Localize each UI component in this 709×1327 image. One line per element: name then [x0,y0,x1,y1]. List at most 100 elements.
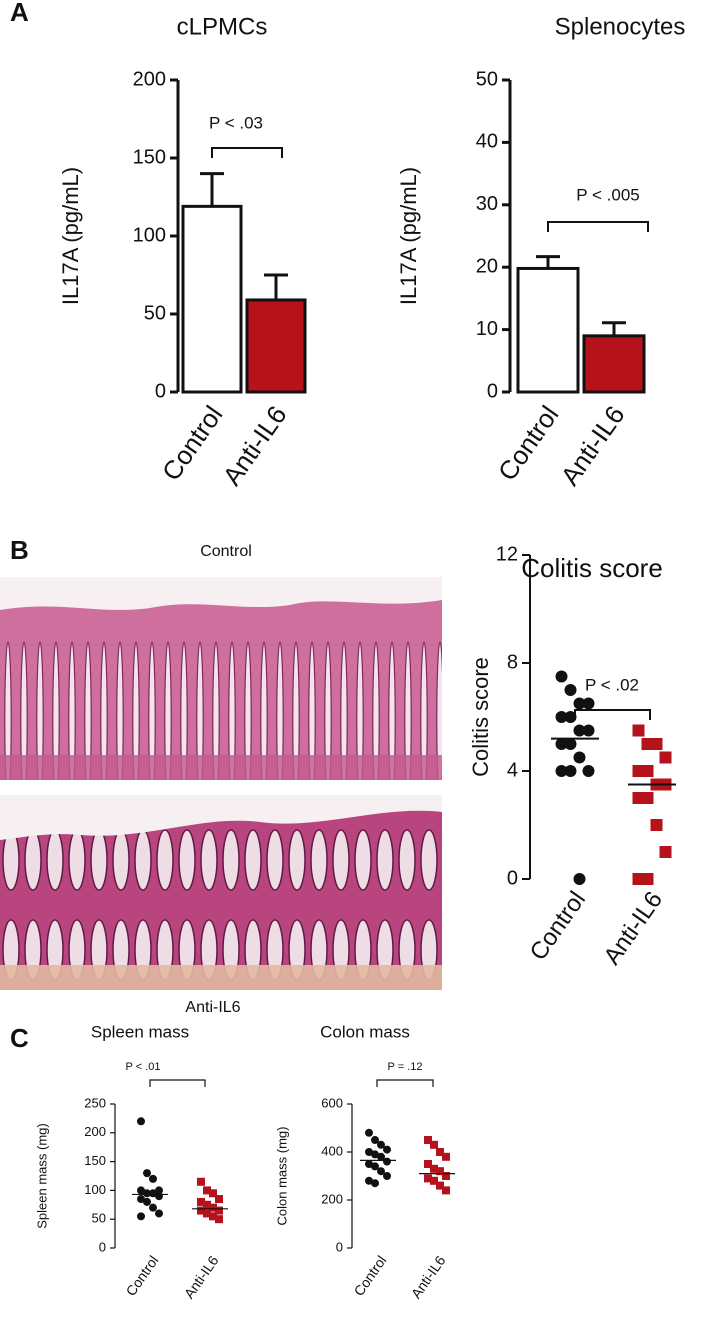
point [371,1162,379,1171]
point [564,765,577,777]
chart-title: Colitis score [521,553,663,583]
point [371,1150,379,1159]
p-value: P < .03 [209,113,263,132]
y-tick-label: 0 [507,867,518,889]
y-tick-label: 30 [476,193,498,215]
point [143,1169,151,1178]
point [582,724,595,737]
significance-bracket [211,147,283,158]
point [436,1148,444,1156]
point [215,1206,223,1215]
chart-title: cLPMCs [177,13,268,40]
x-tick-label: Anti-IL6 [408,1252,449,1301]
point [430,1164,438,1173]
y-axis-label: Colitis score [468,657,493,777]
point [149,1174,157,1183]
significance-bracket [376,1079,434,1087]
point [383,1172,391,1180]
point [659,751,672,764]
histology-control [0,577,442,780]
point [149,1189,157,1198]
y-tick-label: 0 [99,1239,106,1254]
point [143,1197,151,1206]
point [573,751,586,764]
y-tick-label: 200 [84,1124,106,1139]
p-value: P < .005 [576,185,640,204]
y-tick-label: 200 [133,68,166,90]
y-tick-label: 12 [496,543,518,565]
p-value: P < .02 [585,675,639,694]
point [203,1200,211,1209]
point [641,765,654,777]
x-tick-label: Anti-IL6 [181,1252,222,1301]
point [564,684,577,696]
bar [245,298,307,394]
point [573,873,586,885]
point [365,1128,373,1137]
point [137,1117,145,1126]
y-axis-label: Spleen mass (mg) [34,1123,49,1228]
y-axis-label: Colon mass (mg) [274,1127,289,1226]
point [365,1176,373,1185]
point [197,1197,205,1206]
point [377,1152,385,1161]
y-tick-label: 20 [476,255,498,277]
chart-title: Spleen mass [91,1022,189,1041]
y-tick-label: 50 [92,1211,106,1226]
point [383,1145,391,1154]
y-tick-label: 50 [144,302,166,324]
point [564,738,577,750]
panel-label: B [10,535,29,565]
x-tick-label: Control [350,1253,389,1299]
y-tick-label: 250 [84,1095,106,1110]
x-tick-label: Control [525,887,591,966]
point [215,1215,223,1224]
point [573,724,586,737]
point [365,1160,373,1168]
point [424,1174,432,1183]
point [442,1152,450,1161]
bar [181,204,243,394]
x-tick-label: Control [492,400,565,486]
point [555,711,568,723]
x-tick-label: Anti-IL6 [217,400,293,491]
image-caption: Anti-IL6 [185,999,240,1016]
y-tick-label: 200 [321,1191,343,1206]
bar [516,266,580,394]
point [137,1212,145,1221]
point [209,1203,217,1212]
y-tick-label: 10 [476,318,498,340]
point [436,1167,444,1176]
point [641,792,654,804]
point [215,1195,223,1204]
point [555,670,568,683]
y-axis-label: IL17A (pg/mL) [396,167,421,305]
bar [582,334,646,394]
point [442,1172,450,1180]
point [209,1212,217,1221]
point [155,1209,163,1218]
chart-title: Splenocytes [555,13,686,40]
y-tick-label: 4 [507,759,518,781]
histology-anti-il6 [0,795,442,990]
y-tick-label: 0 [155,380,166,402]
point [137,1186,145,1195]
p-value: P < .01 [126,1061,161,1073]
x-tick-label: Anti-IL6 [599,887,669,970]
point [371,1136,379,1144]
point [149,1203,157,1212]
point [436,1181,444,1190]
point [632,724,645,737]
chart-title: Colon mass [320,1022,410,1041]
point [555,738,568,750]
point [641,873,654,885]
point [137,1195,145,1204]
significance-bracket [574,709,651,720]
panel-label: C [10,1023,29,1053]
significance-bracket [547,221,649,232]
point [371,1179,379,1188]
point [383,1157,391,1166]
p-value: P = .12 [388,1061,423,1073]
point [442,1186,450,1195]
